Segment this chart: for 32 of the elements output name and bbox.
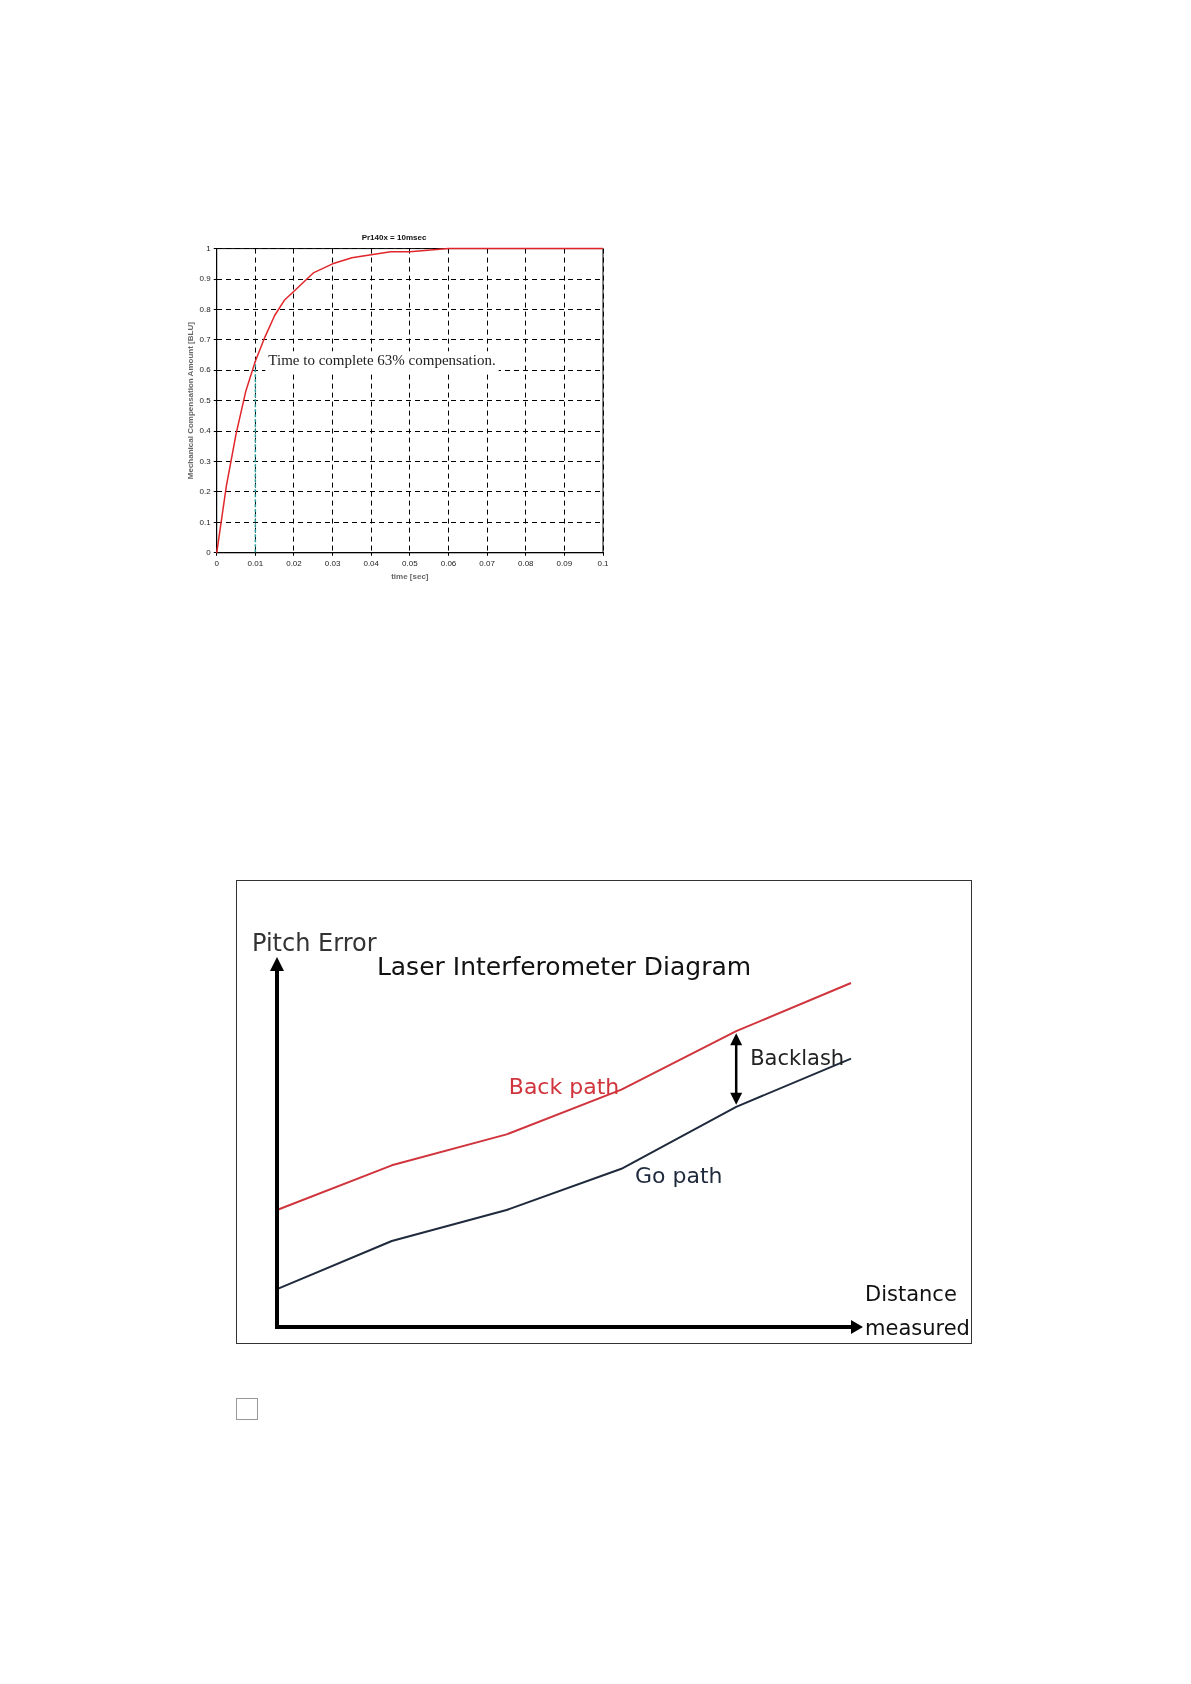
- x-tick-label: 0: [214, 558, 220, 568]
- y-tick-label: 0.5: [199, 395, 212, 405]
- series-label: Back path: [508, 1074, 620, 1099]
- x-tick-label: 0.05: [402, 558, 419, 568]
- y-tick-label: 0.4: [199, 426, 212, 436]
- annotation: Time to complete 63% compensation.: [268, 352, 496, 369]
- y-tick-label: 0.6: [199, 365, 212, 375]
- chart-title: Pr140x = 10msec: [361, 233, 427, 242]
- y-tick-label: 1: [206, 243, 212, 253]
- y-tick-label: 0: [206, 548, 212, 557]
- y-tick-label: 0.9: [199, 274, 212, 284]
- x-tick-label: 0.01: [247, 558, 264, 568]
- chart-title: Laser Interferometer Diagram: [376, 951, 752, 981]
- y-tick-label: 0.7: [199, 335, 212, 345]
- y-axis-title: Mechanical Compensation Amount [BLU]: [186, 321, 195, 480]
- x-tick-label: 0.09: [556, 558, 573, 568]
- x-tick-label: 0.03: [324, 558, 341, 568]
- y-tick-label: 0.2: [199, 487, 212, 497]
- x-tick-label: 0.07: [479, 558, 496, 568]
- x-tick-label: 0.08: [517, 558, 535, 568]
- y-tick-label: 0.1: [199, 517, 212, 527]
- x-axis-title: Distance measured: [865, 1282, 970, 1340]
- y-tick-label: 0.3: [199, 456, 212, 466]
- annotation: Backlash: [750, 1045, 845, 1070]
- x-axis-title: time [sec]: [391, 572, 429, 582]
- x-tick-label: 0.06: [440, 558, 457, 568]
- x-tick-label: 0.1: [597, 558, 610, 568]
- x-tick-label: 0.02: [286, 558, 303, 568]
- y-axis-title: Pitch Error: [252, 929, 377, 957]
- y-tick-label: 0.8: [199, 304, 212, 314]
- x-tick-label: 0.04: [363, 558, 380, 568]
- series-label: Go path: [635, 1162, 723, 1188]
